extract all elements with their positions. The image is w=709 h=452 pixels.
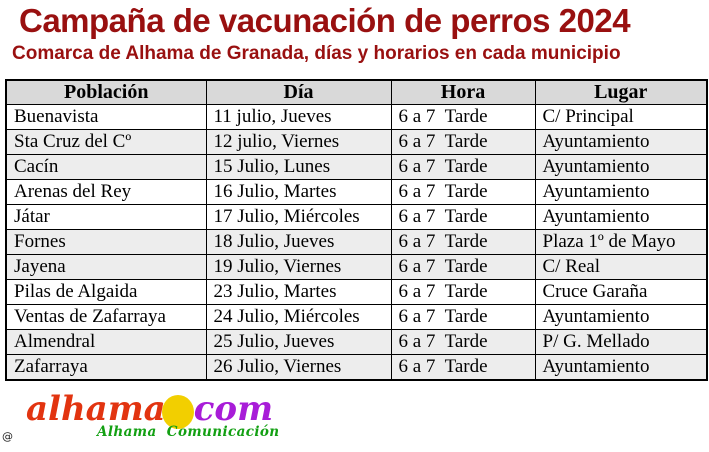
cell-lugar: Ayuntamiento: [534, 129, 708, 155]
cell-poblacion: Almendral: [5, 329, 207, 355]
cell-dia: 17 Julio, Miércoles: [205, 204, 392, 230]
table-row: Pilas de Algaida 23 Julio, Martes 6 a 7 …: [5, 279, 708, 305]
table-row: Jayena 19 Julio, Viernes 6 a 7 Tarde C/ …: [5, 254, 708, 280]
logo-text-com: com: [193, 389, 274, 429]
cell-lugar: Ayuntamiento: [534, 304, 708, 330]
cell-lugar: Ayuntamiento: [534, 154, 708, 180]
table-row: Játar 17 Julio, Miércoles 6 a 7 Tarde Ay…: [5, 204, 708, 230]
column-header-dia: Día: [205, 79, 392, 105]
cell-hora: 6 a 7 Tarde: [390, 129, 536, 155]
column-header-hora: Hora: [390, 79, 536, 105]
cell-lugar: P/ G. Mellado: [534, 329, 708, 355]
cell-dia: 24 Julio, Miércoles: [205, 304, 392, 330]
cell-poblacion: Buenavista: [5, 104, 207, 130]
cell-dia: 18 Julio, Jueves: [205, 229, 392, 255]
cell-lugar: Plaza 1º de Mayo: [534, 229, 708, 255]
table-row: Fornes 18 Julio, Jueves 6 a 7 Tarde Plaz…: [5, 229, 708, 255]
cell-poblacion: Jayena: [5, 254, 207, 280]
cell-poblacion: Cacín: [5, 154, 207, 180]
cell-lugar: C/ Real: [534, 254, 708, 280]
cell-poblacion: Pilas de Algaida: [5, 279, 207, 305]
cell-hora: 6 a 7 Tarde: [390, 329, 536, 355]
table-row: Cacín 15 Julio, Lunes 6 a 7 Tarde Ayunta…: [5, 154, 708, 180]
table-row: Almendral 25 Julio, Jueves 6 a 7 Tarde P…: [5, 329, 708, 355]
table-row: Ventas de Zafarraya 24 Julio, Miércoles …: [5, 304, 708, 330]
cell-lugar: Ayuntamiento: [534, 179, 708, 205]
cell-hora: 6 a 7 Tarde: [390, 204, 536, 230]
cell-poblacion: Fornes: [5, 229, 207, 255]
vaccination-schedule-table: Población Día Hora Lugar Buenavista 11 j…: [5, 79, 708, 381]
alhama-com-logo: alhama com: [26, 386, 274, 429]
logo-yellow-dot-icon: [161, 395, 194, 429]
page-title: Campaña de vacunación de perros 2024: [19, 2, 631, 39]
cell-poblacion: Arenas del Rey: [5, 179, 207, 205]
cell-dia: 12 julio, Viernes: [205, 129, 392, 155]
cell-hora: 6 a 7 Tarde: [390, 104, 536, 130]
cell-lugar: Ayuntamiento: [534, 204, 708, 230]
table-header-row: Población Día Hora Lugar: [5, 79, 708, 105]
cell-dia: 25 Julio, Jueves: [205, 329, 392, 355]
table-row: Arenas del Rey 16 Julio, Martes 6 a 7 Ta…: [5, 179, 708, 205]
cell-hora: 6 a 7 Tarde: [390, 154, 536, 180]
cell-lugar: C/ Principal: [534, 104, 708, 130]
cell-lugar: Ayuntamiento: [534, 354, 708, 381]
column-header-poblacion: Población: [5, 79, 207, 105]
cell-dia: 15 Julio, Lunes: [205, 154, 392, 180]
table-row: Zafarraya 26 Julio, Viernes 6 a 7 Tarde …: [5, 354, 708, 381]
at-symbol-mark: @: [2, 430, 13, 443]
cell-dia: 19 Julio, Viernes: [205, 254, 392, 280]
cell-poblacion: Játar: [5, 204, 207, 230]
cell-dia: 26 Julio, Viernes: [205, 354, 392, 381]
cell-hora: 6 a 7 Tarde: [390, 304, 536, 330]
cell-dia: 16 Julio, Martes: [205, 179, 392, 205]
cell-lugar: Cruce Garaña: [534, 279, 708, 305]
cell-hora: 6 a 7 Tarde: [390, 254, 536, 280]
cell-dia: 11 julio, Jueves: [205, 104, 392, 130]
table-row: Sta Cruz del Cº 12 julio, Viernes 6 a 7 …: [5, 129, 708, 155]
cell-hora: 6 a 7 Tarde: [390, 179, 536, 205]
logo-tagline: Alhama Comunicación: [97, 424, 280, 440]
logo-text-alhama: alhama: [26, 389, 166, 429]
page-subtitle: Comarca de Alhama de Granada, días y hor…: [12, 43, 621, 64]
cell-poblacion: Zafarraya: [5, 354, 207, 381]
cell-poblacion: Sta Cruz del Cº: [5, 129, 207, 155]
cell-poblacion: Ventas de Zafarraya: [5, 304, 207, 330]
cell-dia: 23 Julio, Martes: [205, 279, 392, 305]
table-row: Buenavista 11 julio, Jueves 6 a 7 Tarde …: [5, 104, 708, 130]
column-header-lugar: Lugar: [534, 79, 708, 105]
cell-hora: 6 a 7 Tarde: [390, 279, 536, 305]
cell-hora: 6 a 7 Tarde: [390, 229, 536, 255]
cell-hora: 6 a 7 Tarde: [390, 354, 536, 381]
